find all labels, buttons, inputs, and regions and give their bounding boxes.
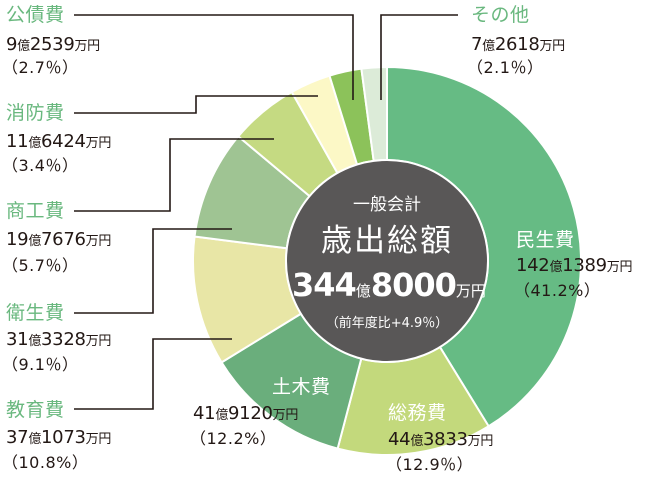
amount-man: 1073 [41, 427, 86, 448]
unit-oku: 億 [28, 234, 42, 249]
label-sonota-name: その他 [471, 4, 530, 26]
amount-man: 9120 [228, 403, 273, 424]
amount-man: 7676 [41, 229, 86, 250]
amount-oku: 142 [516, 255, 550, 276]
leader-line-shobo [74, 95, 318, 114]
center-label-general-account: 一般会計 [353, 195, 421, 215]
label-kyoiku-name: 教育費 [6, 399, 65, 421]
amount-oku: 11 [6, 131, 29, 152]
amount-man: 2618 [494, 34, 540, 55]
label-shoko-pct: （5.7％） [2, 256, 79, 275]
label-minsei-name: 民生費 [516, 229, 575, 251]
amount-oku: 41 [193, 403, 216, 424]
label-kosai-name: 公債費 [6, 4, 65, 26]
leader-lines [74, 14, 458, 410]
unit-oku: 億 [28, 432, 42, 447]
label-eisei-name: 衛生費 [6, 302, 65, 324]
amount-man: 3833 [423, 429, 468, 450]
amount-oku: 37 [6, 427, 29, 448]
unit-man: 万円 [74, 39, 100, 54]
label-somu-name: 総務費 [388, 402, 447, 424]
leader-line-shoko [74, 138, 274, 212]
center-total-amount: 344億8000万円 [292, 266, 486, 304]
amount-oku: 19 [6, 229, 29, 250]
label-somu-pct: （12.9％） [386, 455, 474, 474]
label-kosai-amount: 9億2539万円 [6, 36, 100, 54]
label-sonota-pct: （2.1％） [467, 58, 544, 77]
leader-line-kosai [74, 14, 354, 100]
amount-man: 6424 [41, 131, 86, 152]
label-shobo-amount: 11億6424万円 [6, 133, 111, 151]
label-minsei-pct: （41.2%） [514, 281, 601, 300]
amount-man: 3328 [41, 329, 86, 350]
label-kosai-pct: （2.7％） [2, 58, 79, 77]
label-minsei-amount: 142億1389万円 [516, 257, 632, 275]
unit-man: 万円 [272, 408, 299, 423]
unit-man: 万円 [85, 136, 112, 151]
unit-man: 万円 [85, 334, 112, 349]
amount-man: 2539 [29, 34, 75, 55]
label-shoko-name: 商工費 [6, 200, 65, 222]
label-kyoiku-pct: （10.8%） [2, 453, 89, 472]
unit-oku: 億 [482, 39, 495, 54]
unit-oku: 億 [28, 334, 42, 349]
label-shobo-name: 消防費 [6, 102, 65, 124]
amount-man: 1389 [562, 255, 607, 276]
donut-slices [192, 65, 582, 456]
label-doboku-amount: 41億9120万円 [193, 405, 298, 423]
unit-oku: 億 [549, 260, 563, 275]
total-oku-number: 344 [292, 266, 357, 304]
label-shobo-pct: （3.4％） [2, 156, 79, 175]
unit-oku: 億 [215, 408, 229, 423]
label-kyoiku-amount: 37億1073万円 [6, 429, 111, 447]
unit-oku: 億 [28, 136, 42, 151]
total-oku-unit: 億 [355, 282, 371, 300]
unit-man: 万円 [85, 234, 112, 249]
leader-line-sonota [380, 14, 458, 100]
amount-oku: 44 [388, 429, 411, 450]
label-doboku-name: 土木費 [272, 376, 331, 398]
label-doboku-pct: （12.2%） [190, 429, 277, 448]
leader-line-eisei [74, 228, 232, 314]
label-eisei-amount: 31億3328万円 [6, 331, 111, 349]
amount-oku: 9 [6, 34, 18, 55]
total-man-unit: 万円 [455, 282, 486, 300]
label-somu-amount: 44億3833万円 [388, 431, 493, 449]
leader-line-kyoiku [74, 338, 232, 410]
amount-oku: 31 [6, 329, 29, 350]
center-circle [285, 159, 489, 363]
center-yoy: （前年度比+4.9％） [325, 316, 449, 331]
label-eisei-pct: （9.1％） [2, 355, 79, 374]
unit-oku: 億 [410, 434, 424, 449]
total-man-number: 8000 [370, 266, 457, 304]
unit-oku: 億 [17, 39, 30, 54]
amount-oku: 7 [471, 34, 483, 55]
label-shoko-amount: 19億7676万円 [6, 231, 111, 249]
unit-man: 万円 [467, 434, 494, 449]
unit-man: 万円 [85, 432, 112, 447]
center-label-total-expenditure: 歳出総額 [321, 223, 453, 259]
label-sonota-amount: 7億2618万円 [471, 36, 565, 54]
unit-man: 万円 [539, 39, 565, 54]
unit-man: 万円 [606, 260, 633, 275]
